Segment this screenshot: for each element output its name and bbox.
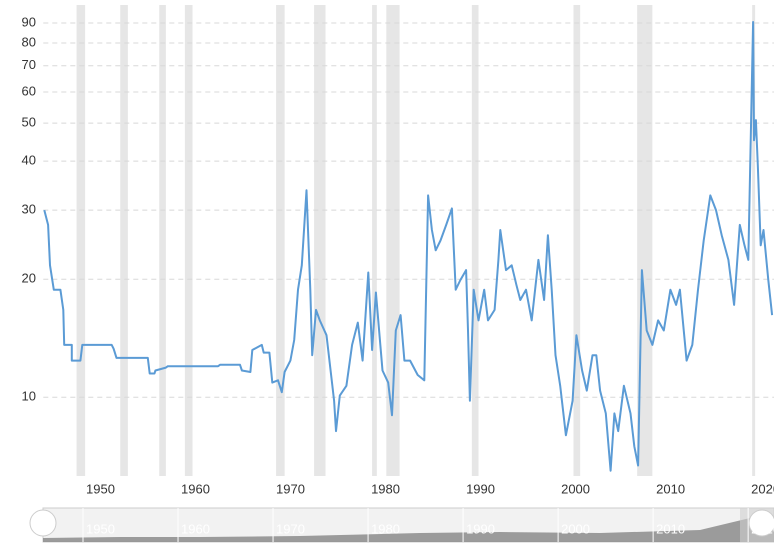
shaded-period bbox=[276, 5, 285, 476]
y-tick-label: 20 bbox=[22, 271, 36, 286]
y-tick-label: 90 bbox=[22, 14, 36, 29]
y-tick-label: 60 bbox=[22, 83, 36, 98]
navigator-handle-left[interactable] bbox=[29, 509, 57, 537]
x-tick-label: 1950 bbox=[86, 481, 115, 496]
navigator-area bbox=[43, 518, 774, 542]
navigator-tick-label: 1970 bbox=[276, 521, 305, 536]
shaded-period bbox=[76, 5, 86, 476]
shaded-period bbox=[314, 5, 326, 476]
shaded-period bbox=[159, 5, 166, 476]
shaded-period bbox=[752, 5, 756, 476]
x-tick-label: 2010 bbox=[656, 481, 685, 496]
shaded-period bbox=[471, 5, 479, 476]
shaded-period bbox=[372, 5, 377, 476]
y-tick-label: 50 bbox=[22, 115, 36, 130]
navigator-tick-label: 2000 bbox=[561, 521, 590, 536]
x-tick-label: 1970 bbox=[276, 481, 305, 496]
y-tick-label: 40 bbox=[22, 153, 36, 168]
navigator-tick-label: 1950 bbox=[86, 521, 115, 536]
y-tick-label: 10 bbox=[22, 389, 36, 404]
x-tick-label: 2000 bbox=[561, 481, 590, 496]
series-line bbox=[43, 21, 774, 472]
navigator-tick-label: 1990 bbox=[466, 521, 495, 536]
y-tick-label: 30 bbox=[22, 202, 36, 217]
x-tick-label: 2020 bbox=[751, 481, 774, 496]
shaded-period bbox=[184, 5, 193, 476]
navigator-tick-label: 2020 bbox=[751, 521, 774, 536]
navigator[interactable]: 1950 1960 1970 1980 1990 2000 2010 2020 bbox=[29, 507, 774, 543]
navigator-tick-label: 2010 bbox=[656, 521, 685, 536]
y-tick-label: 70 bbox=[22, 57, 36, 72]
y-tick-label: 80 bbox=[22, 34, 36, 49]
plot-area: 10 20 30 40 50 60 70 80 90 1950 1960 1970 1980 1990 20… bbox=[22, 5, 774, 496]
x-tick-label: 1990 bbox=[466, 481, 495, 496]
x-tick-label: 1980 bbox=[371, 481, 400, 496]
navigator-tick-label: 1980 bbox=[371, 521, 400, 536]
navigator-tick-label: 1960 bbox=[181, 521, 210, 536]
navigator-handle-right[interactable] bbox=[748, 509, 774, 537]
shaded-period bbox=[120, 5, 128, 476]
shaded-period bbox=[573, 5, 581, 476]
x-tick-label: 1960 bbox=[181, 481, 210, 496]
